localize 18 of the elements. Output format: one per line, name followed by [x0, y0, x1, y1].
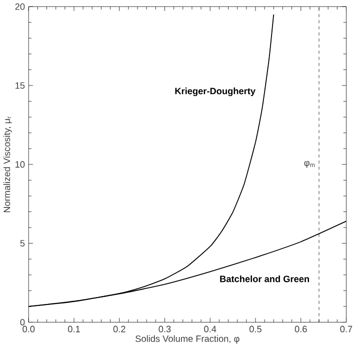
x-axis-title: Solids Volume Fraction, φ: [136, 335, 240, 344]
ref-line-label: φ$_{m}$: [304, 160, 315, 168]
x-tick-label: 0.6: [294, 326, 307, 332]
x-tick-label: 0.5: [249, 326, 262, 332]
y-tick-label: 10: [16, 161, 25, 168]
x-tick-label: 0.7: [340, 326, 352, 332]
y-axis-title: Normalized Viscosity, μ$_{r}$: [3, 116, 12, 212]
x-tick-label: 0.1: [68, 326, 80, 332]
y-tick-label: 15: [16, 82, 25, 89]
y-tick-label: 20: [15, 3, 25, 10]
x-tick-label: 0.2: [113, 326, 126, 332]
y-tick-label: 0: [20, 318, 25, 326]
series-label: Krieger-Dougherty: [175, 87, 256, 96]
x-tick-label: 0.3: [158, 326, 171, 332]
x-tick-label: 0.4: [204, 326, 216, 332]
y-tick-label: 5: [20, 240, 25, 246]
series-label: Batchelor and Green: [220, 275, 310, 282]
x-tick-label: 0.0: [22, 326, 35, 332]
